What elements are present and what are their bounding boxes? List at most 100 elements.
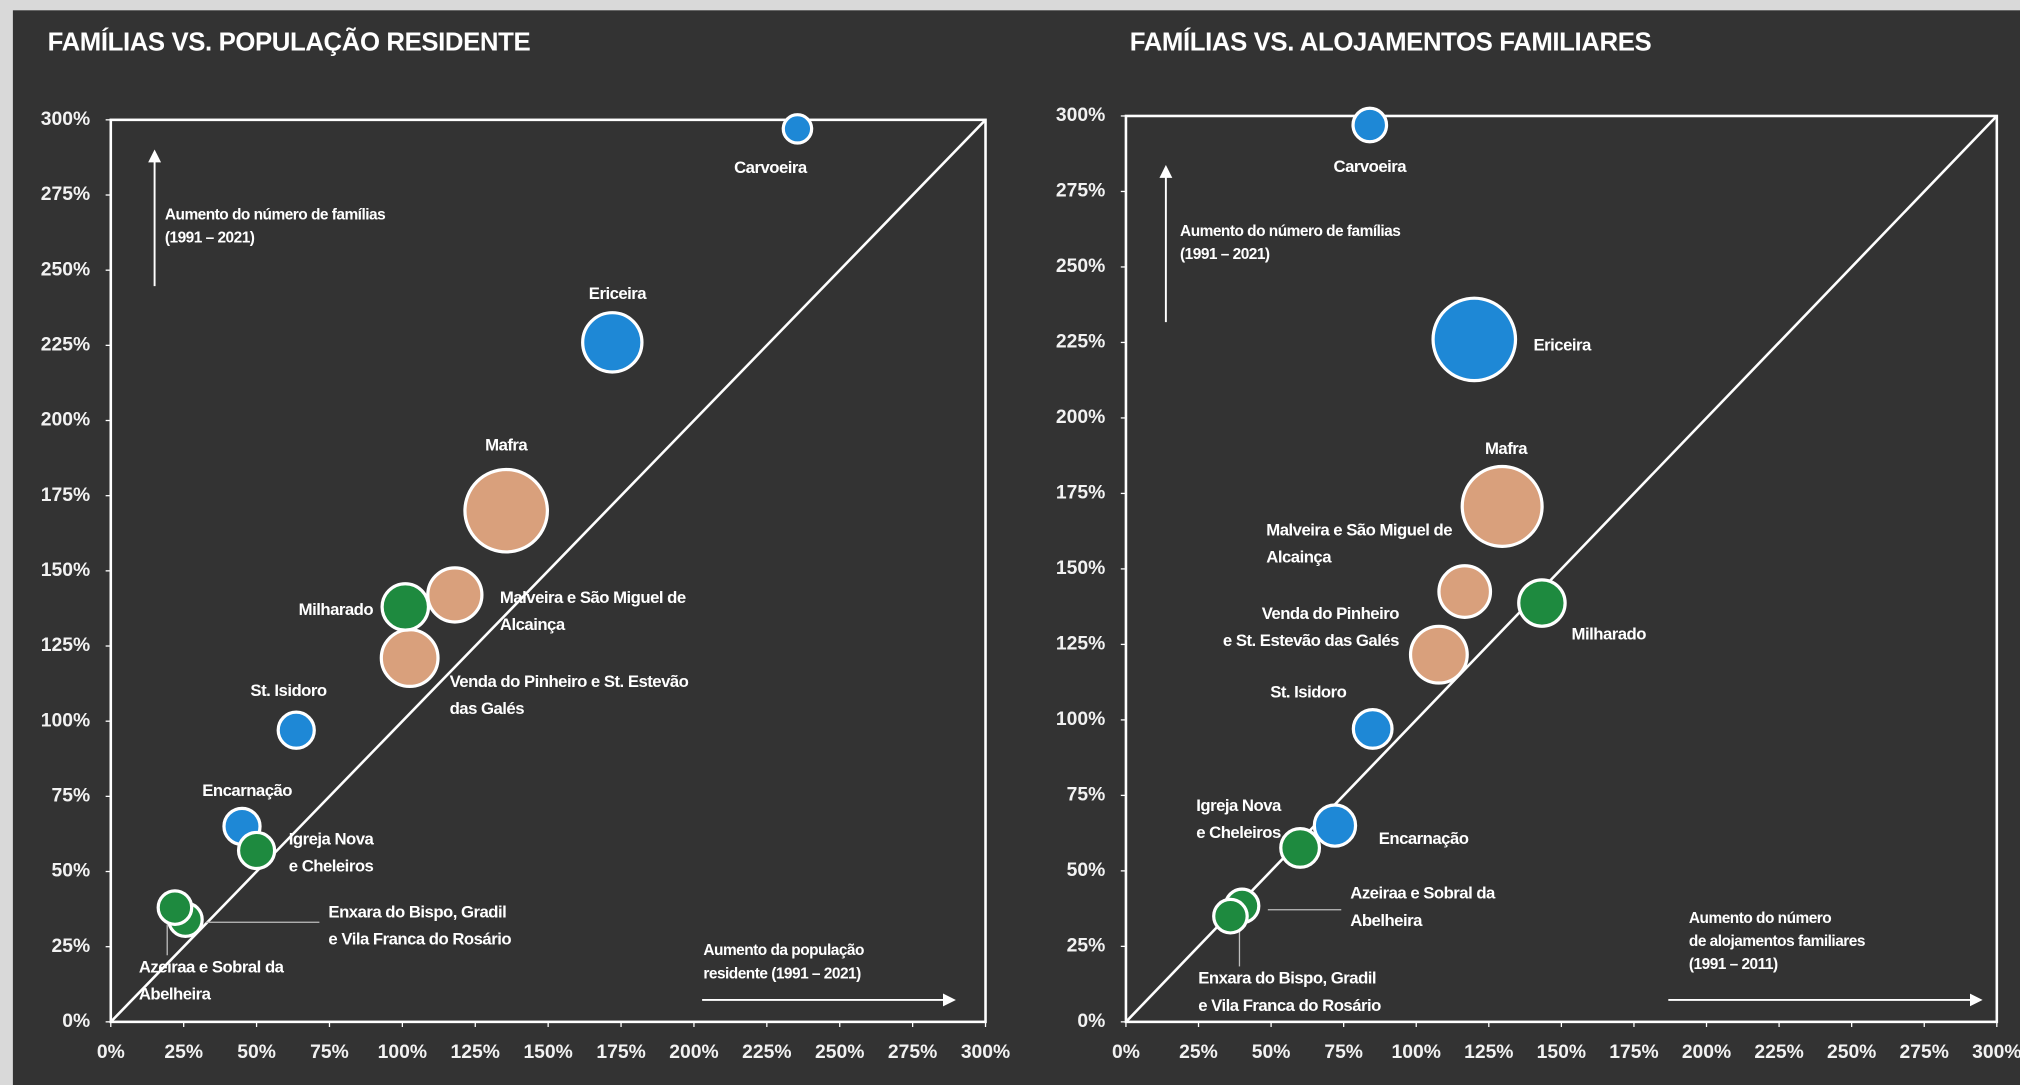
y-tick-label: 100%: [1056, 709, 1105, 730]
x-tick-label: 50%: [1252, 1042, 1291, 1063]
bubble: [1408, 624, 1469, 685]
point-label: Carvoeira: [734, 158, 808, 177]
point-label: Azeiraa e Sobral da: [1350, 884, 1496, 903]
point-label: Mafra: [485, 436, 528, 455]
point-label: Abelheira: [1350, 911, 1423, 930]
point-label: Alcainça: [1266, 547, 1332, 566]
point-label: e St. Estevão das Galés: [1223, 631, 1399, 650]
point-label: Ericeira: [589, 284, 647, 303]
x-tick-label: 250%: [815, 1042, 864, 1063]
x-tick-label: 75%: [310, 1042, 349, 1063]
y-tick-label: 75%: [1067, 784, 1106, 805]
point-label: Ericeira: [1534, 335, 1592, 354]
point-label: Enxara do Bispo, Gradil: [1198, 969, 1376, 988]
x-tick-label: 250%: [1827, 1042, 1876, 1063]
point-label: Venda do Pinheiro: [1262, 604, 1399, 623]
point-label: Carvoeira: [1334, 157, 1408, 176]
parity-line: [1125, 115, 1998, 1023]
point-label: St. Isidoro: [1270, 682, 1346, 701]
bubble: [1437, 564, 1493, 619]
x-tick-label: 0%: [97, 1042, 125, 1063]
x-tick-label: 50%: [237, 1042, 276, 1063]
point-label: Enxara do Bispo, Gradil: [328, 903, 506, 922]
point-label: e Cheleiros: [1196, 823, 1281, 842]
bubble: [1312, 803, 1358, 848]
y-tick-label: 50%: [1067, 860, 1106, 881]
y-tick-label: 100%: [41, 710, 90, 731]
y-tick-label: 0%: [62, 1011, 90, 1032]
x-tick-label: 25%: [164, 1042, 203, 1063]
bubble: [1212, 897, 1249, 935]
x-tick-label: 150%: [523, 1042, 572, 1063]
y-tick-label: 150%: [41, 560, 90, 581]
x-tick-label: 225%: [742, 1042, 791, 1063]
bubble: [236, 830, 277, 871]
y-tick-label: 50%: [52, 861, 91, 882]
bubble: [1351, 708, 1394, 750]
bubble: [379, 628, 440, 689]
point-label: Venda do Pinheiro e St. Estevão: [450, 672, 689, 691]
y-tick-label: 125%: [41, 635, 90, 656]
x-tick-label: 200%: [1682, 1042, 1731, 1063]
x-tick-label: 100%: [1392, 1042, 1441, 1063]
y-tick-label: 300%: [1056, 105, 1105, 126]
point-label: Azeiraa e Sobral da: [139, 958, 285, 977]
x-annotation: residente (1991 – 2021): [703, 965, 861, 982]
bubble: [276, 710, 316, 750]
y-tick-label: 25%: [1067, 935, 1106, 956]
bubble: [426, 566, 484, 624]
point-label: St. Isidoro: [250, 681, 326, 700]
point-label: e Cheleiros: [289, 857, 374, 876]
x-tick-label: 75%: [1324, 1042, 1363, 1063]
bubble: [1431, 296, 1518, 383]
x-tick-label: 150%: [1537, 1042, 1586, 1063]
x-annotation: de alojamentos familiares: [1689, 933, 1865, 950]
x-tick-label: 275%: [1900, 1042, 1949, 1063]
x-tick-label: 125%: [451, 1042, 500, 1063]
x-annotation: Aumento do número: [1689, 910, 1831, 927]
point-label: Malveira e São Miguel de: [500, 588, 686, 607]
point-label: e Vila Franca do Rosário: [328, 930, 511, 949]
x-tick-label: 225%: [1754, 1042, 1803, 1063]
bubble: [1517, 578, 1567, 628]
point-label: das Galés: [450, 699, 525, 718]
x-tick-label: 200%: [669, 1042, 718, 1063]
point-label: Abelheira: [139, 985, 212, 1004]
chart-title: FAMÍLIAS VS. POPULAÇÃO RESIDENTE: [48, 27, 531, 57]
y-tick-label: 25%: [52, 936, 91, 957]
point-label: Milharado: [1572, 625, 1647, 644]
bubble: [1279, 826, 1322, 869]
parity-line: [109, 118, 987, 1023]
bubble: [1460, 464, 1544, 548]
panel-background: [12, 10, 2020, 1085]
y-tick-label: 200%: [1056, 407, 1105, 428]
y-tick-label: 75%: [52, 785, 91, 806]
y-tick-label: 250%: [1056, 256, 1105, 277]
x-tick-label: 0%: [1112, 1042, 1140, 1063]
y-tick-label: 275%: [41, 184, 90, 205]
chart-title: FAMÍLIAS VS. ALOJAMENTOS FAMILIARES: [1130, 28, 1652, 57]
x-tick-label: 175%: [596, 1042, 645, 1063]
y-tick-label: 275%: [1056, 181, 1105, 202]
x-tick-label: 125%: [1464, 1042, 1513, 1063]
point-label: Mafra: [1485, 439, 1528, 458]
x-tick-label: 300%: [961, 1042, 1010, 1063]
bubble: [463, 467, 550, 554]
bubble: [781, 113, 814, 145]
point-label: Milharado: [299, 600, 374, 619]
y-tick-label: 250%: [41, 259, 90, 280]
x-tick-label: 175%: [1609, 1042, 1658, 1063]
point-label: Igreja Nova: [1196, 796, 1282, 815]
y-annotation: Aumento do número de famílias: [1180, 223, 1400, 240]
bubble: [581, 311, 644, 374]
y-tick-label: 200%: [41, 410, 90, 431]
y-annotation: (1991 – 2021): [165, 229, 255, 246]
point-label: Encarnação: [1379, 829, 1469, 848]
point-label: Alcainça: [500, 615, 566, 634]
x-annotation: (1991 – 2011): [1689, 956, 1778, 973]
x-tick-label: 25%: [1179, 1042, 1218, 1063]
y-tick-label: 175%: [41, 485, 90, 506]
y-tick-label: 225%: [41, 334, 90, 355]
y-tick-label: 300%: [41, 109, 90, 130]
